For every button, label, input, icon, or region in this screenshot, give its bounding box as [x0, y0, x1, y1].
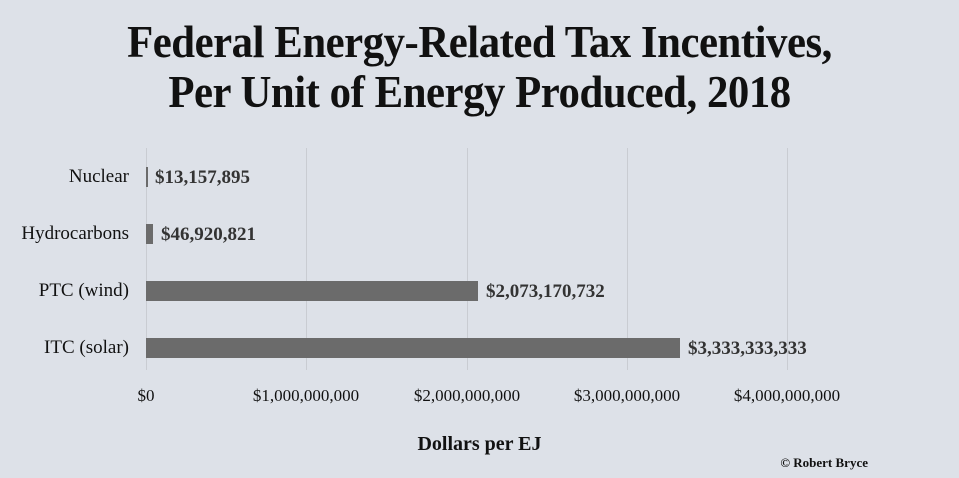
- value-label: $13,157,895: [155, 167, 250, 188]
- category-label: PTC (wind): [38, 280, 129, 301]
- bar-hydrocarbons: [146, 224, 153, 244]
- x-tick-label: $3,000,000,000: [573, 386, 681, 405]
- value-label: $3,333,333,333: [688, 338, 807, 359]
- category-label: Hydrocarbons: [21, 223, 129, 244]
- x-tick-label: $2,000,000,000: [413, 386, 521, 405]
- chart-title-line-1: Federal Energy-Related Tax Incentives,: [127, 16, 832, 67]
- value-label: $2,073,170,732: [486, 281, 605, 302]
- gridline: [627, 148, 628, 370]
- gridline: [467, 148, 468, 370]
- chart-title-line-2: Per Unit of Energy Produced, 2018: [168, 66, 791, 117]
- x-tick-label: $0: [137, 386, 155, 405]
- copyright-credit: © Robert Bryce: [780, 455, 868, 470]
- bar-itc-solar: [146, 338, 680, 358]
- bar-nuclear: [146, 167, 148, 187]
- gridline: [787, 148, 788, 370]
- category-label: Nuclear: [68, 166, 129, 187]
- x-axis-title: Dollars per EJ: [417, 433, 542, 455]
- bar-ptc-wind: [146, 281, 478, 301]
- gridline: [306, 148, 307, 370]
- x-tick-label: $1,000,000,000: [252, 386, 360, 405]
- category-label: ITC (solar): [44, 337, 129, 358]
- value-label: $46,920,821: [161, 224, 256, 245]
- gridline: [146, 148, 147, 370]
- x-tick-label: $4,000,000,000: [733, 386, 841, 405]
